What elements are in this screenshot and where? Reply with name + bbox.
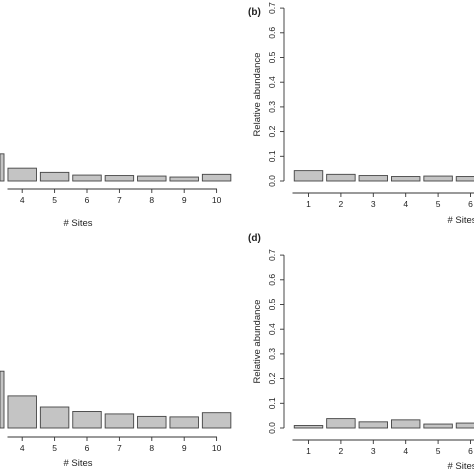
- y-tick-label-d-1: 0.1: [267, 397, 277, 409]
- bar-c-9: [169, 416, 199, 429]
- bar-d-1: [293, 425, 324, 429]
- x-tick-label-a-4: 4: [20, 195, 25, 205]
- x-tick-label-c-5: 5: [52, 443, 57, 453]
- x-tick-label-b-6: 6: [468, 199, 473, 209]
- x-tick-label-d-5: 5: [436, 446, 441, 456]
- x-tick-label-b-1: 1: [306, 199, 311, 209]
- x-tick-label-c-4: 4: [20, 443, 25, 453]
- x-tick-label-a-9: 9: [182, 195, 187, 205]
- y-tick-label-b-2: 0.2: [267, 125, 277, 137]
- x-axis-title-d: # Sites: [447, 461, 474, 472]
- x-tick-label-b-3: 3: [371, 199, 376, 209]
- x-tick-label-b-2: 2: [339, 199, 344, 209]
- bar-b-1: [293, 170, 324, 182]
- x-tick-label-a-10: 10: [212, 195, 222, 205]
- panel-label-d: (d): [248, 233, 261, 244]
- bar-d-5: [423, 423, 453, 429]
- bar-d-6: [455, 422, 474, 429]
- y-axis-title-d: Relative abundance: [252, 300, 263, 384]
- y-tick-label-d-7: 0.7: [267, 249, 277, 261]
- y-tick-label-d-0: 0.0: [267, 422, 277, 434]
- x-axis-title-a: # Sites: [63, 218, 92, 229]
- y-tick-label-d-4: 0.4: [267, 323, 277, 335]
- x-tick-label-c-7: 7: [117, 443, 122, 453]
- bar-b-4: [391, 176, 421, 182]
- x-tick-label-a-5: 5: [52, 195, 57, 205]
- x-tick-label-c-8: 8: [149, 443, 154, 453]
- y-axis-title-b: Relative abundance: [252, 53, 263, 137]
- x-tick-label-d-1: 1: [306, 446, 311, 456]
- bar-a-9: [169, 176, 199, 182]
- bar-partial-a: [0, 153, 5, 182]
- bar-a-5: [39, 171, 70, 182]
- y-tick-label-b-1: 0.1: [267, 150, 277, 162]
- y-tick-label-d-2: 0.2: [267, 372, 277, 384]
- y-tick-label-b-4: 0.4: [267, 76, 277, 88]
- bar-c-8: [137, 415, 167, 429]
- x-tick-label-b-5: 5: [436, 199, 441, 209]
- x-tick-label-c-10: 10: [212, 443, 222, 453]
- y-tick-label-b-6: 0.6: [267, 27, 277, 39]
- x-axis-title-b: # Sites: [447, 215, 474, 226]
- bar-c-4: [7, 395, 37, 429]
- bar-a-4: [7, 167, 37, 182]
- y-tick-label-d-5: 0.5: [267, 298, 277, 310]
- bar-d-2: [326, 418, 356, 429]
- y-tick-label-d-6: 0.6: [267, 274, 277, 286]
- bar-d-3: [358, 421, 388, 429]
- bar-c-5: [39, 406, 70, 429]
- bar-b-3: [358, 175, 388, 182]
- x-tick-label-b-4: 4: [403, 199, 408, 209]
- x-tick-label-c-6: 6: [85, 443, 90, 453]
- bar-b-6: [455, 176, 474, 182]
- bar-c-6: [72, 411, 102, 429]
- x-axis-title-c: # Sites: [63, 458, 92, 469]
- bar-a-10: [201, 173, 232, 182]
- x-tick-label-a-8: 8: [149, 195, 154, 205]
- x-tick-label-d-3: 3: [371, 446, 376, 456]
- bar-c-7: [104, 413, 135, 429]
- bar-b-2: [326, 173, 356, 182]
- bar-b-5: [423, 175, 453, 182]
- y-tick-label-d-3: 0.3: [267, 348, 277, 360]
- x-tick-label-d-4: 4: [403, 446, 408, 456]
- bar-c-10: [201, 412, 232, 429]
- y-tick-label-b-0: 0.0: [267, 175, 277, 187]
- panel-label-b: (b): [248, 7, 261, 18]
- y-tick-label-b-3: 0.3: [267, 101, 277, 113]
- bar-a-8: [137, 175, 167, 182]
- bar-a-7: [104, 175, 135, 182]
- y-tick-label-b-7: 0.7: [267, 2, 277, 14]
- x-tick-label-a-7: 7: [117, 195, 122, 205]
- bar-d-4: [391, 419, 421, 429]
- y-tick-label-b-5: 0.5: [267, 51, 277, 63]
- x-tick-label-a-6: 6: [85, 195, 90, 205]
- x-tick-label-c-9: 9: [182, 443, 187, 453]
- x-tick-label-d-2: 2: [339, 446, 344, 456]
- x-tick-label-d-6: 6: [468, 446, 473, 456]
- bar-partial-c: [0, 370, 5, 429]
- bar-a-6: [72, 174, 102, 182]
